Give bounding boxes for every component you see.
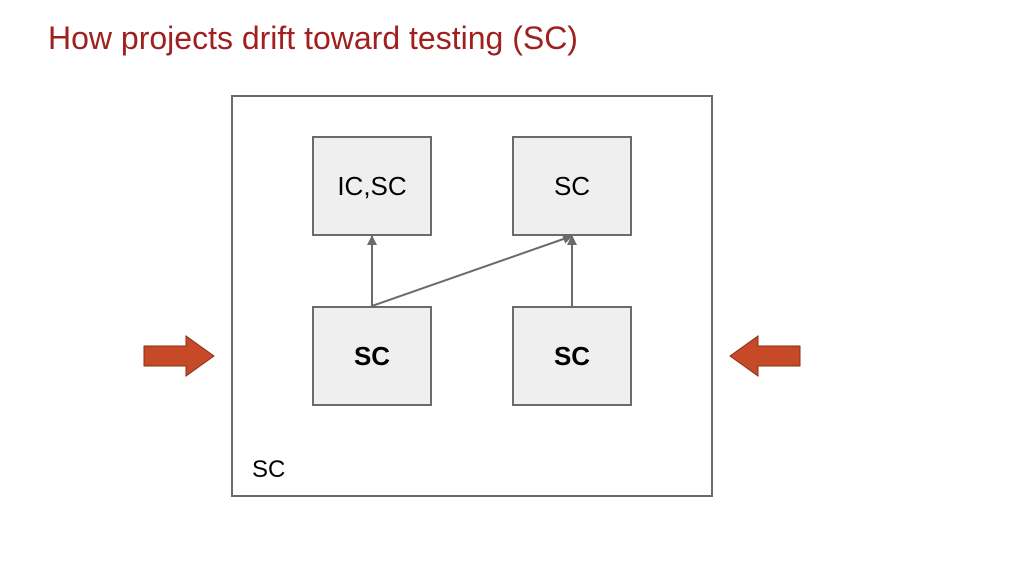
node-tr: SC [512,136,632,236]
container-label: SC [252,456,285,484]
diagram-area: IC,SC SC SC SC SC [232,96,712,496]
big-arrow-left [730,336,800,376]
slide: How projects drift toward testing (SC) I… [0,0,1024,576]
node-bl: SC [312,306,432,406]
container-box [232,96,712,496]
node-br: SC [512,306,632,406]
node-tl: IC,SC [312,136,432,236]
big-arrow-right [144,336,214,376]
slide-title: How projects drift toward testing (SC) [48,20,578,57]
diagram-svg [232,96,712,496]
